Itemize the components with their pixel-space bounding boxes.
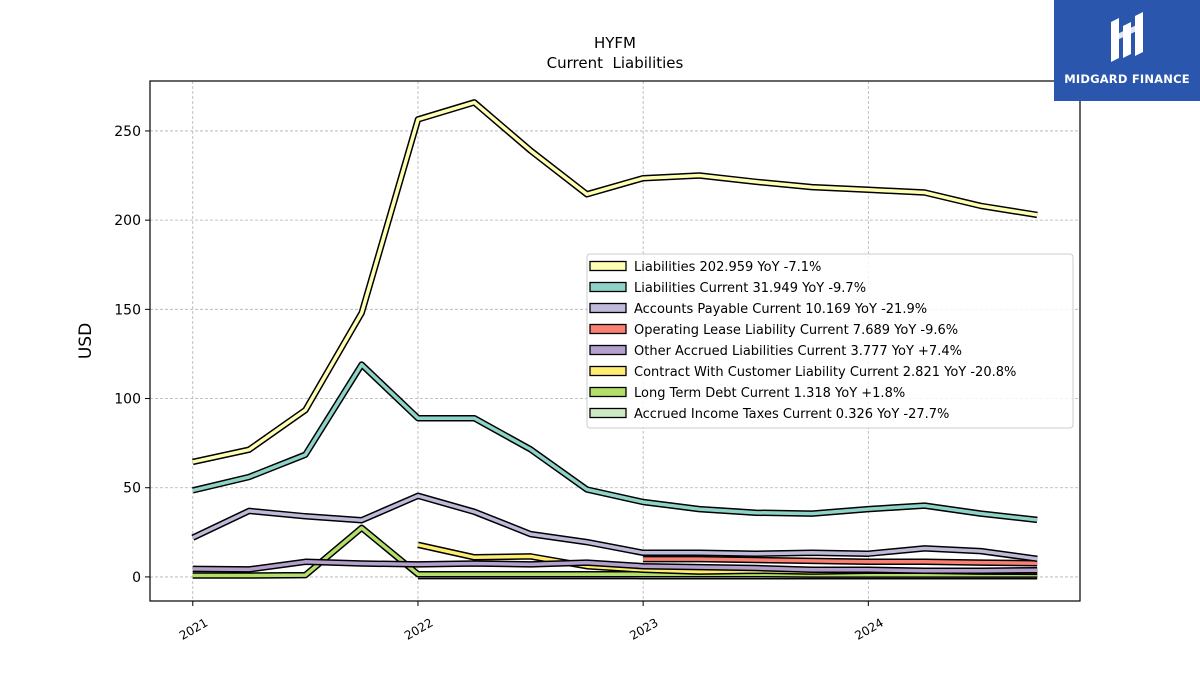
x-tick-label: 2024	[852, 615, 885, 642]
series-line	[643, 557, 1038, 565]
legend-label: Accounts Payable Current 10.169 YoY -21.…	[634, 302, 927, 317]
series-lines	[191, 99, 1038, 580]
legend-swatch	[589, 260, 627, 272]
series-line	[192, 526, 1038, 578]
y-tick-label: 50	[123, 481, 141, 497]
series-operating-lease-liability-current	[643, 555, 1038, 567]
y-tick-label: 200	[114, 213, 141, 229]
legend-label: Operating Lease Liability Current 7.689 …	[634, 323, 958, 338]
chart-subtitle: Current Liabilities	[547, 54, 684, 72]
series-liabilities-current	[192, 361, 1038, 524]
series-liabilities	[192, 99, 1038, 466]
legend-swatch	[589, 386, 627, 398]
legend-item: Operating Lease Liability Current 7.689 …	[589, 323, 958, 338]
midgard-monogram-icon	[1111, 12, 1143, 62]
y-axis-label: USD	[76, 323, 96, 359]
legend-label: Other Accrued Liabilities Current 3.777 …	[634, 344, 962, 359]
series-line	[192, 362, 1038, 522]
x-tick-label: 2022	[402, 615, 435, 642]
legend-frame	[586, 253, 1074, 429]
legend-label: Contract With Customer Liability Current…	[634, 365, 1016, 380]
legend-label: Accrued Income Taxes Current 0.326 YoY -…	[634, 407, 949, 422]
x-tick-label: 2023	[627, 615, 660, 642]
series-line	[192, 100, 1038, 464]
legend-item: Long Term Debt Current 1.318 YoY +1.8%	[589, 386, 905, 401]
brand-logo: MIDGARD FINANCE	[1054, 0, 1200, 101]
legend-item: Accrued Income Taxes Current 0.326 YoY -…	[589, 407, 949, 422]
legend-swatch	[589, 323, 627, 335]
plot-frame	[149, 80, 1081, 602]
chart-title: HYFM	[594, 34, 636, 52]
legend-swatch	[589, 365, 627, 377]
legend-item: Liabilities Current 31.949 YoY -9.7%	[589, 281, 866, 296]
legend-swatch	[589, 407, 627, 419]
legend-swatch	[589, 344, 627, 356]
y-tick-label: 0	[132, 570, 141, 586]
series-accounts-payable-current	[191, 492, 1038, 563]
legend-swatch	[589, 281, 627, 293]
legend-label: Long Term Debt Current 1.318 YoY +1.8%	[634, 386, 905, 401]
legend-label: Liabilities Current 31.949 YoY -9.7%	[634, 281, 866, 296]
series-long-term-debt-current	[192, 524, 1038, 579]
legend-item: Liabilities 202.959 YoY -7.1%	[589, 260, 821, 275]
legend-swatch	[589, 302, 627, 314]
brand-name: MIDGARD FINANCE	[1064, 72, 1190, 86]
legend-item: Contract With Customer Liability Current…	[589, 365, 1016, 380]
y-tick-label: 250	[114, 124, 141, 140]
series-other-accrued-liabilities-current	[192, 558, 1038, 574]
legend: Liabilities 202.959 YoY -7.1% Liabilities…	[586, 253, 1074, 429]
series-line	[192, 494, 1038, 561]
y-tick-label: 150	[114, 302, 141, 318]
x-tick-label: 2021	[177, 615, 210, 642]
y-tick-label: 100	[114, 392, 141, 408]
series-line	[192, 560, 1038, 573]
legend-item: Other Accrued Liabilities Current 3.777 …	[589, 344, 962, 359]
legend-label: Liabilities 202.959 YoY -7.1%	[634, 260, 821, 275]
legend-item: Accounts Payable Current 10.169 YoY -21.…	[589, 302, 927, 317]
